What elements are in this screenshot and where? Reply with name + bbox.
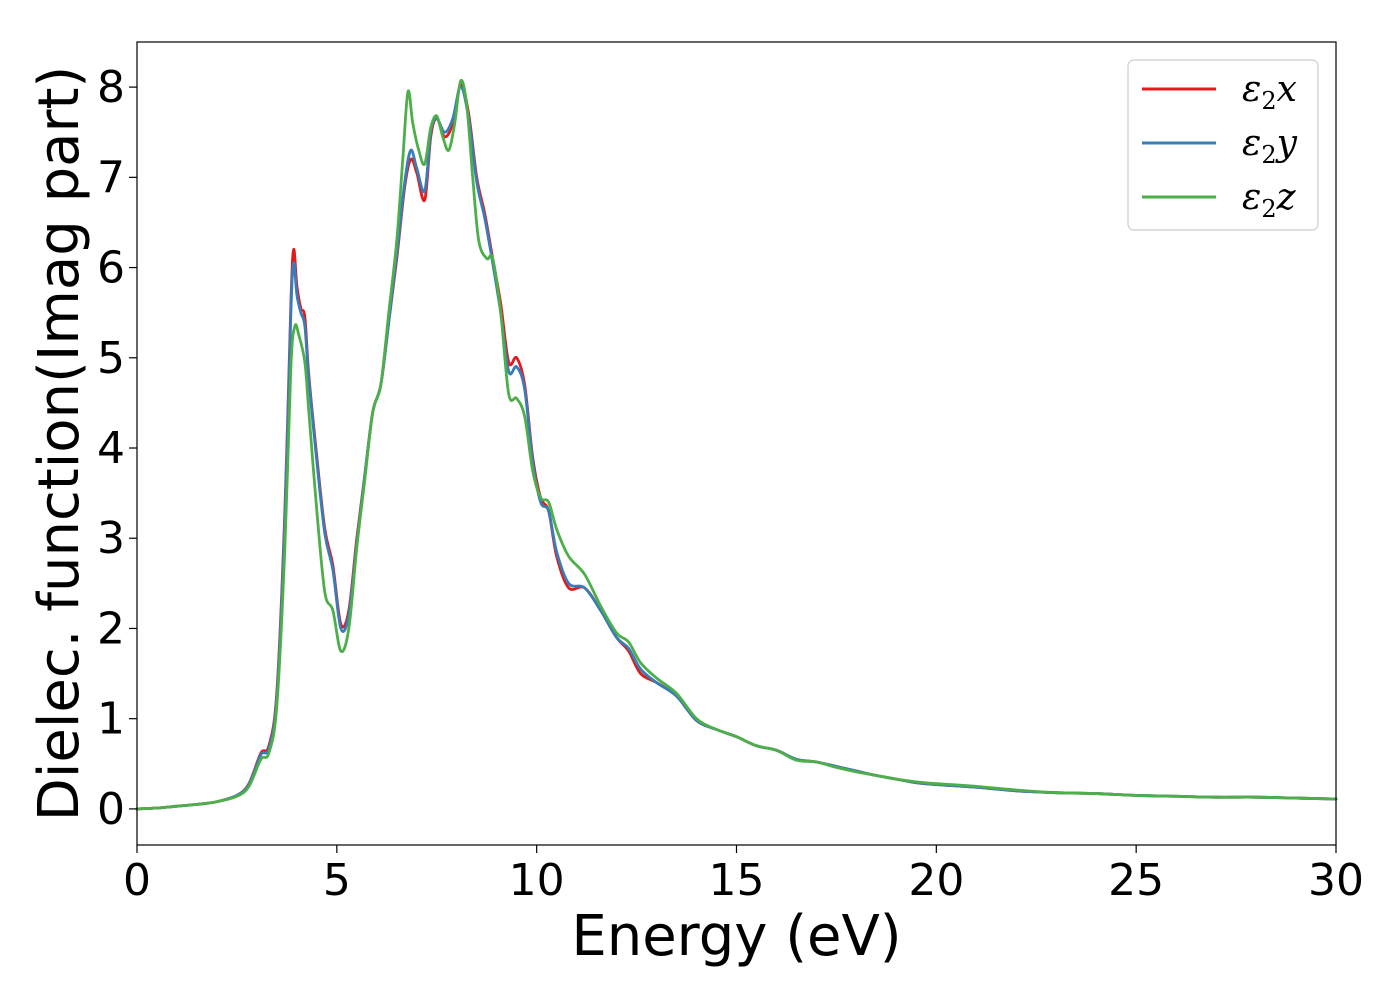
- series-layer: [135, 78, 1338, 811]
- legend-label-base: ε: [1242, 69, 1261, 110]
- legend-label-x: ε2x: [1242, 69, 1297, 115]
- legend-label-axis: x: [1277, 69, 1297, 110]
- legend-label-subscript: 2: [1261, 87, 1276, 115]
- series-line-z: [135, 78, 1338, 811]
- x-tick-label: 0: [123, 855, 151, 906]
- y-tick-label: 3: [97, 513, 125, 564]
- x-tick-label: 10: [509, 855, 565, 906]
- y-tick-label: 1: [97, 694, 125, 745]
- y-axis-title: Dielec. function(Imag part): [27, 66, 92, 822]
- legend-label-z: ε2z: [1242, 177, 1297, 223]
- x-tick-label: 5: [323, 855, 351, 906]
- legend-box: [1127, 59, 1319, 231]
- legend-label-axis: z: [1276, 177, 1297, 218]
- legend-label-base: ε: [1242, 177, 1261, 218]
- y-tick-label: 4: [97, 423, 125, 474]
- x-tick-label: 20: [908, 855, 964, 906]
- x-axis-ticks: 0 5 10 15 20 25 30: [123, 845, 1364, 906]
- y-tick-label: 7: [97, 152, 125, 203]
- legend-label-subscript: 2: [1261, 195, 1276, 223]
- legend-label-subscript: 2: [1261, 141, 1276, 169]
- y-tick-label: 6: [97, 243, 125, 294]
- x-tick-label: 15: [709, 855, 765, 906]
- y-tick-label: 8: [97, 62, 125, 113]
- y-axis-ticks: 0 1 2 3 4 5 6 7 8: [97, 62, 137, 835]
- x-tick-label: 30: [1308, 855, 1364, 906]
- y-tick-label: 0: [97, 784, 125, 835]
- x-axis-title: Energy (eV): [571, 904, 901, 969]
- legend-label-base: ε: [1242, 123, 1261, 164]
- y-tick-label: 5: [97, 333, 125, 384]
- legend-label-axis: y: [1275, 123, 1298, 164]
- y-tick-label: 2: [97, 603, 125, 654]
- x-tick-label: 25: [1108, 855, 1164, 906]
- legend-label-y: ε2y: [1242, 123, 1298, 169]
